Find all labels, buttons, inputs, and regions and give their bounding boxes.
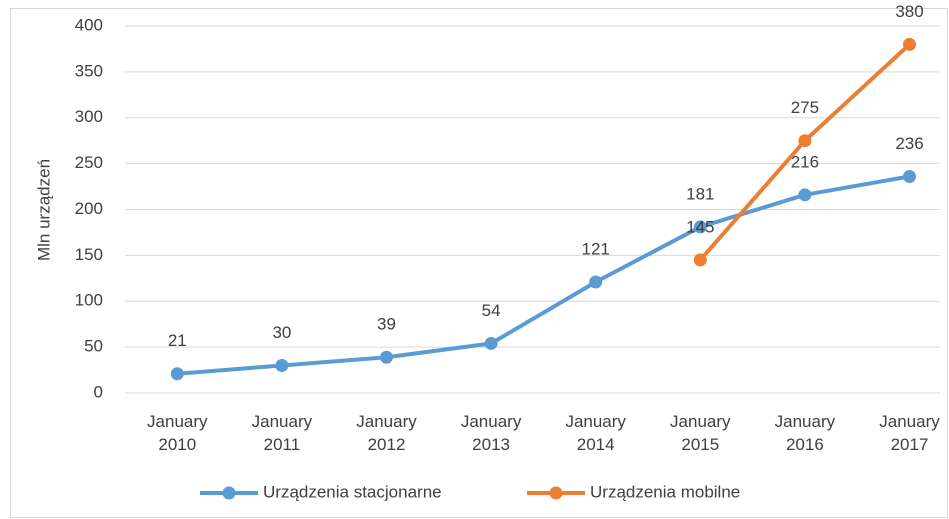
y-tick-label: 300	[75, 107, 103, 126]
x-tick-label: January 2015	[670, 412, 731, 454]
y-tick-label: 50	[84, 337, 103, 356]
y-tick-label: 400	[75, 15, 103, 34]
point	[170, 367, 184, 381]
y-axis-label: Mln urządzeń	[34, 159, 53, 261]
data-label: 181	[686, 184, 714, 203]
data-label: 216	[791, 152, 819, 171]
series-line	[177, 174, 910, 376]
y-tick-label: 250	[75, 153, 103, 172]
data-label: 39	[377, 315, 396, 334]
x-tick-label: January 2011	[251, 412, 313, 454]
y-tick-label: 200	[75, 199, 103, 218]
point	[275, 358, 289, 372]
point	[693, 253, 707, 267]
data-label: 21	[168, 331, 187, 350]
legend-label: Urządzenia stacjonarne	[263, 482, 442, 501]
x-tick-label: January 2017	[879, 412, 940, 454]
x-tick-label: January 2012	[356, 412, 417, 454]
y-tick-label: 100	[75, 291, 103, 310]
point	[903, 169, 916, 183]
legend-marker	[222, 486, 236, 500]
point	[484, 336, 498, 350]
point	[798, 188, 812, 202]
chart-border	[10, 8, 948, 518]
data-label: 54	[482, 301, 501, 320]
x-tick-label: January 2013	[460, 412, 522, 454]
y-tick-label: 150	[75, 245, 103, 264]
legend-label: Urządzenia mobilne	[590, 482, 740, 501]
point	[693, 220, 707, 234]
data-label: 236	[895, 134, 923, 153]
data-label: 30	[272, 323, 291, 342]
point	[798, 134, 812, 148]
legend-marker	[549, 486, 563, 500]
data-label: 121	[582, 239, 610, 258]
y-tick-label: 0	[94, 382, 103, 401]
data-label: 380	[895, 2, 923, 21]
data-label: 275	[791, 98, 819, 117]
point	[380, 350, 393, 364]
point	[903, 37, 916, 51]
data-label: 145	[686, 217, 714, 236]
y-tick-label: 350	[75, 61, 103, 80]
point	[589, 275, 603, 289]
x-tick-label: January 2014	[565, 412, 626, 454]
x-tick-label: January 2016	[774, 412, 836, 454]
x-tick-label: January 2010	[147, 412, 208, 454]
